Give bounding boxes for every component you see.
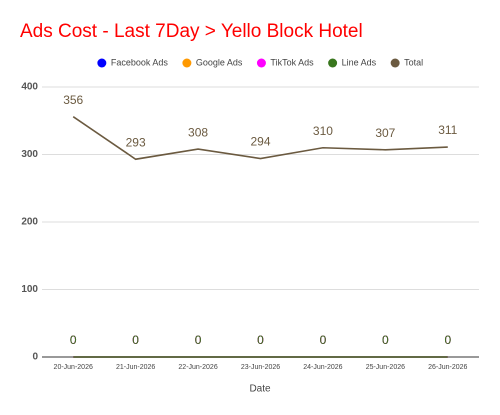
x-tick-label: 26-Jun-2026 — [428, 364, 467, 371]
data-label: 0 — [382, 333, 389, 347]
data-label: 0 — [257, 333, 264, 347]
data-label: 0 — [70, 333, 77, 347]
legend-swatch — [182, 58, 192, 68]
data-label: 294 — [250, 135, 270, 149]
data-label: 0 — [444, 333, 451, 347]
data-label: 0 — [195, 333, 202, 347]
legend-label: Google Ads — [196, 57, 243, 67]
x-tick-label: 20-Jun-2026 — [54, 364, 93, 371]
x-tick-label: 25-Jun-2026 — [366, 364, 405, 371]
data-label: 0 — [195, 333, 202, 347]
series-line — [72, 116, 448, 161]
legend-swatch — [256, 58, 266, 68]
legend-swatch — [328, 58, 338, 68]
data-label: 308 — [188, 125, 208, 139]
data-label: 0 — [444, 333, 451, 347]
legend-label: Total — [404, 57, 423, 67]
data-label: 0 — [257, 333, 264, 347]
legend-swatch — [390, 58, 400, 68]
legend-label: TikTok Ads — [270, 57, 314, 67]
data-label: 0 — [444, 333, 451, 347]
y-tick-label: 400 — [21, 82, 38, 93]
data-label: 0 — [70, 333, 77, 347]
data-label: 0 — [132, 333, 139, 347]
legend: Facebook Ads Google Ads TikTok Ads Line Ads… — [97, 57, 423, 68]
y-tick-label: 100 — [21, 284, 38, 295]
data-label: 307 — [375, 126, 395, 140]
data-label: 0 — [444, 333, 451, 347]
data-label: 0 — [320, 333, 327, 347]
x-axis-title: Date — [249, 384, 271, 395]
data-label: 0 — [257, 333, 264, 347]
x-tick-label: 24-Jun-2026 — [303, 364, 342, 371]
data-label: 0 — [257, 333, 264, 347]
data-label: 310 — [313, 124, 333, 138]
data-label: 0 — [70, 333, 77, 347]
y-tick-label: 200 — [21, 217, 38, 228]
x-tick-label: 23-Jun-2026 — [241, 364, 280, 371]
data-label: 0 — [320, 333, 327, 347]
y-tick-label: 0 — [32, 352, 38, 363]
y-tick-label: 300 — [21, 149, 38, 160]
legend-label: Line Ads — [342, 57, 377, 67]
data-label: 0 — [195, 333, 202, 347]
legend-swatch — [97, 58, 107, 68]
data-label: 0 — [382, 333, 389, 347]
data-label: 0 — [382, 333, 389, 347]
data-label: 0 — [132, 333, 139, 347]
data-label: 0 — [132, 333, 139, 347]
x-tick-label: 22-Jun-2026 — [178, 364, 217, 371]
x-tick-label: 21-Jun-2026 — [116, 364, 155, 371]
data-label: 0 — [132, 333, 139, 347]
data-label: 0 — [320, 333, 327, 347]
data-label: 0 — [320, 333, 327, 347]
data-label: 0 — [70, 333, 77, 347]
legend-label: Facebook Ads — [111, 57, 169, 67]
data-label: 293 — [126, 135, 146, 149]
data-label: 0 — [382, 333, 389, 347]
chart-title: Ads Cost - Last 7Day > Yello Block Hotel — [20, 21, 363, 42]
data-label: 0 — [195, 333, 202, 347]
data-label: 311 — [438, 123, 457, 137]
data-label: 356 — [63, 93, 83, 107]
